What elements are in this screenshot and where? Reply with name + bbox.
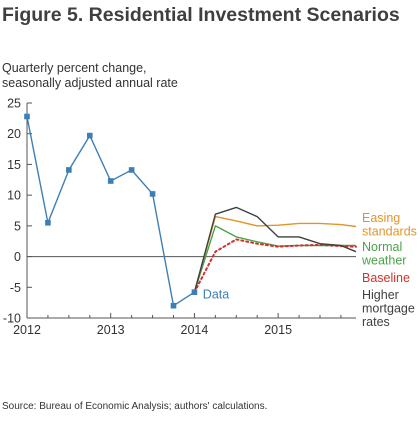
data-point-marker	[128, 167, 135, 173]
legend-label: Normal	[362, 240, 402, 254]
legend-label: Baseline	[362, 271, 410, 285]
data-point-marker	[45, 219, 51, 226]
y-tick-label: 0	[14, 250, 21, 264]
data-point-marker	[170, 302, 177, 309]
y-tick-label: -10	[3, 312, 21, 326]
legend-label: mortgage	[362, 302, 415, 316]
y-axis-label-line-1: Quarterly percent change,	[2, 61, 147, 75]
series-line-easing-standards	[193, 215, 357, 293]
chart-title: Figure 5. Residential Investment Scenari…	[2, 4, 400, 26]
series-line-higher-mortgage-rates	[193, 206, 357, 293]
y-axis-label-line-2: seasonally adjusted annual rate	[2, 76, 178, 90]
legend-label: rates	[362, 315, 390, 329]
data-series-label: Data	[203, 287, 229, 301]
series-line-data	[26, 116, 195, 307]
legend-label: standards	[362, 225, 417, 239]
y-axis-label: Quarterly percent change, seasonally adj…	[2, 61, 178, 91]
x-tick-label: 2014	[181, 323, 209, 337]
y-tick-label: 20	[7, 127, 21, 141]
y-tick-label: 10	[7, 189, 21, 203]
data-point-marker	[149, 191, 156, 197]
x-tick-label: 2012	[13, 323, 41, 337]
legend-label: weather	[361, 254, 406, 268]
x-tick-label: 2015	[264, 323, 292, 337]
y-tick-label: 5	[14, 219, 21, 233]
y-tick-label: 25	[7, 97, 21, 111]
data-point-marker	[24, 113, 30, 120]
series-line-normal-weather	[193, 225, 356, 293]
x-tick-label: 2013	[97, 323, 125, 337]
data-point-marker	[107, 178, 114, 184]
series-line-baseline	[193, 238, 357, 294]
y-tick-label: 15	[7, 158, 21, 172]
y-tick-label: -5	[10, 281, 21, 295]
data-point-marker	[191, 289, 198, 295]
source-note: Source: Bureau of Economic Analysis; aut…	[2, 401, 268, 412]
data-point-marker	[66, 167, 72, 173]
data-point-marker	[86, 132, 93, 139]
legend-label: Higher	[362, 288, 399, 302]
legend-label: Easing	[362, 211, 400, 225]
